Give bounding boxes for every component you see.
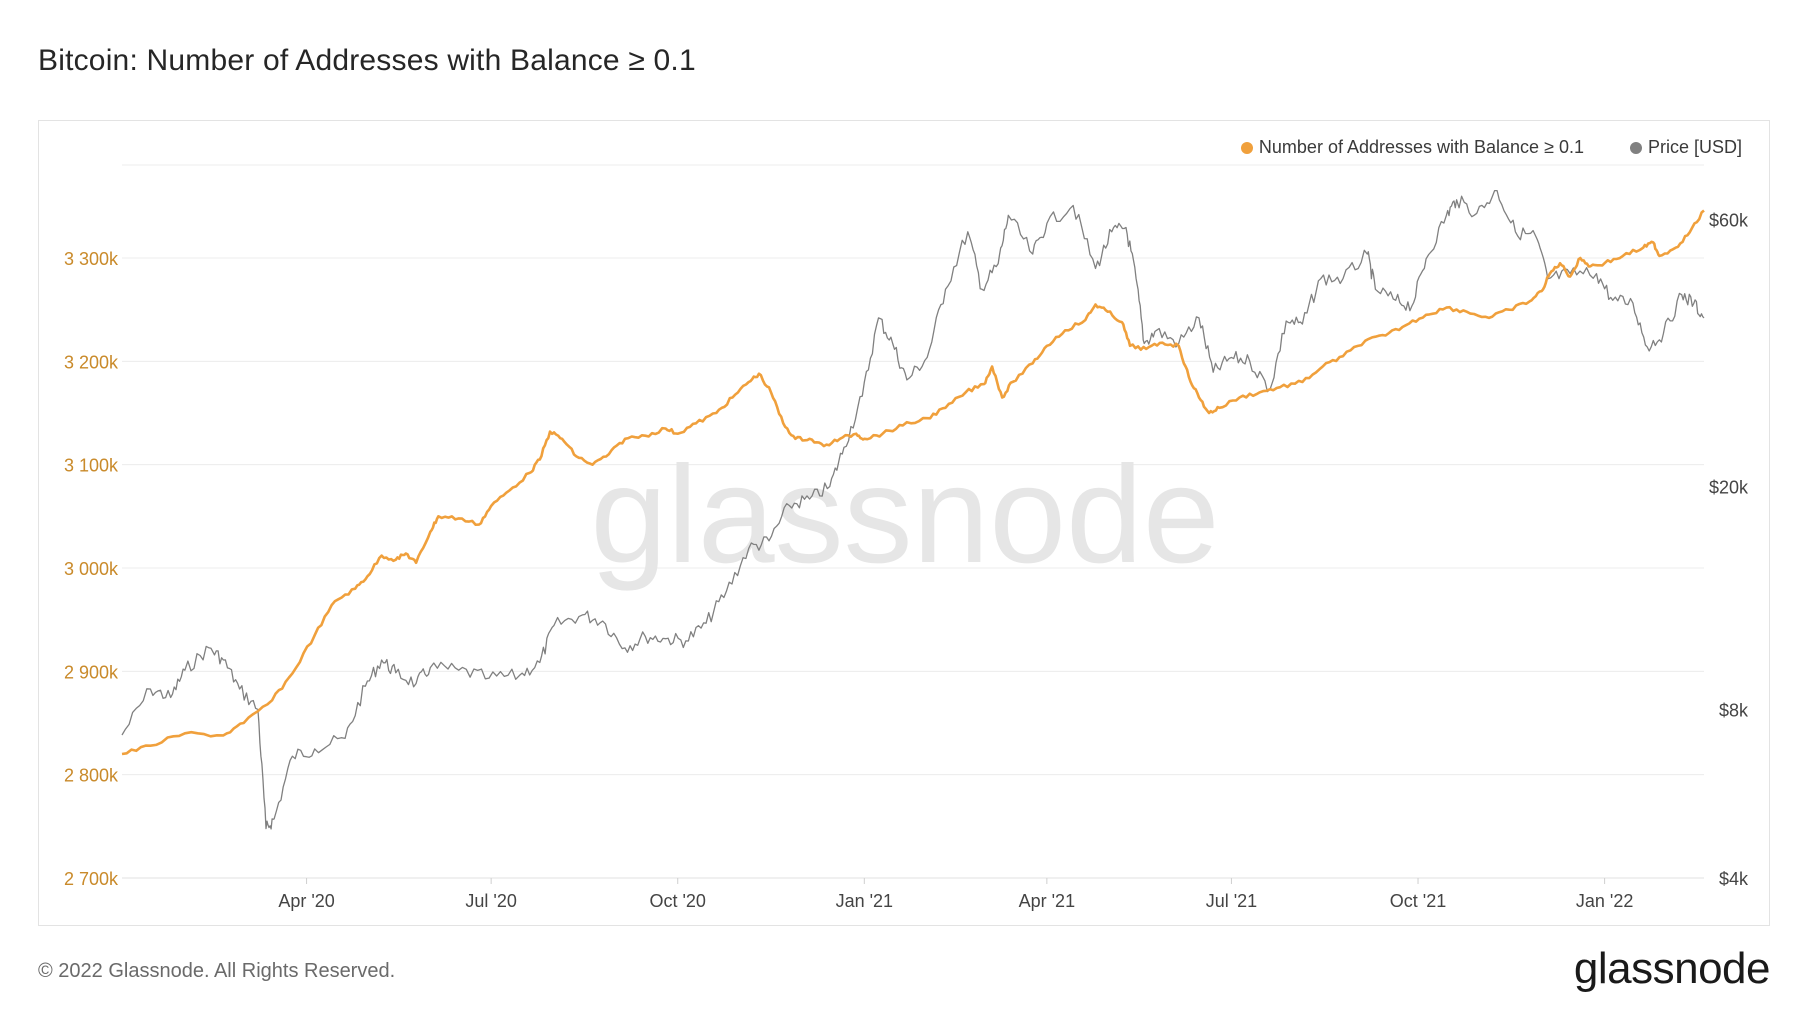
x-axis-tick-label: Jan '21: [836, 891, 893, 911]
x-axis-tick-label: Jan '22: [1576, 891, 1633, 911]
brand-logo: glassnode: [1573, 944, 1771, 993]
left-axis-tick-label: 2 700k: [64, 869, 119, 889]
right-axis-tick-label: $20k: [1709, 478, 1749, 498]
series-layer: [121, 189, 1705, 830]
grid-lines: [122, 164, 1704, 879]
left-axis-tick-label: 2 900k: [64, 662, 119, 682]
chart-frame: [38, 120, 1770, 926]
x-axis-tick-label: Oct '21: [1390, 891, 1446, 911]
x-axis-tick-label: Jul '21: [1206, 891, 1257, 911]
x-axis-tick-label: Apr '21: [1019, 891, 1075, 911]
x-axis-tick-label: Oct '20: [649, 891, 705, 911]
right-axis-tick-label: $4k: [1719, 869, 1749, 889]
price-usd-line: [121, 189, 1705, 830]
right-axis-tick-label: $60k: [1709, 210, 1749, 230]
legend-item-addresses[interactable]: Number of Addresses with Balance ≥ 0.1: [1240, 137, 1584, 158]
addresses-balance-line: [121, 209, 1705, 756]
left-axis-tick-label: 3 100k: [64, 456, 119, 476]
legend-label-price: Price [USD]: [1647, 137, 1742, 157]
legend-item-price[interactable]: Price [USD]: [1629, 137, 1742, 158]
x-axis: Apr '20 Jul '20 Oct '20 Jan '21 Apr '21 Jul '…: [278, 878, 1633, 911]
chart-legend: Number of Addresses with Balance ≥ 0.1 P…: [1240, 137, 1742, 158]
right-axis: $4k $8k $20k $60k: [1709, 210, 1749, 889]
left-axis-tick-label: 3 300k: [64, 249, 119, 269]
copyright-text: © 2022 Glassnode. All Rights Reserved.: [38, 960, 396, 982]
left-axis-tick-label: 3 200k: [64, 352, 119, 372]
watermark-text: glassnode: [590, 438, 1219, 592]
legend-dot-price: [1629, 141, 1642, 154]
x-axis-tick-label: Jul '20: [465, 891, 516, 911]
right-axis-tick-label: $8k: [1719, 700, 1749, 720]
left-axis-tick-label: 3 000k: [64, 559, 119, 579]
left-axis-tick-label: 2 800k: [64, 766, 119, 786]
legend-label-addresses: Number of Addresses with Balance ≥ 0.1: [1258, 137, 1584, 157]
x-axis-tick-label: Apr '20: [278, 891, 334, 911]
legend-dot-addresses: [1240, 141, 1253, 154]
chart-title: Bitcoin: Number of Addresses with Balanc…: [38, 44, 696, 77]
left-axis: 2 700k 2 800k 2 900k 3 000k 3 100k 3 200k 3 30…: [64, 249, 119, 889]
